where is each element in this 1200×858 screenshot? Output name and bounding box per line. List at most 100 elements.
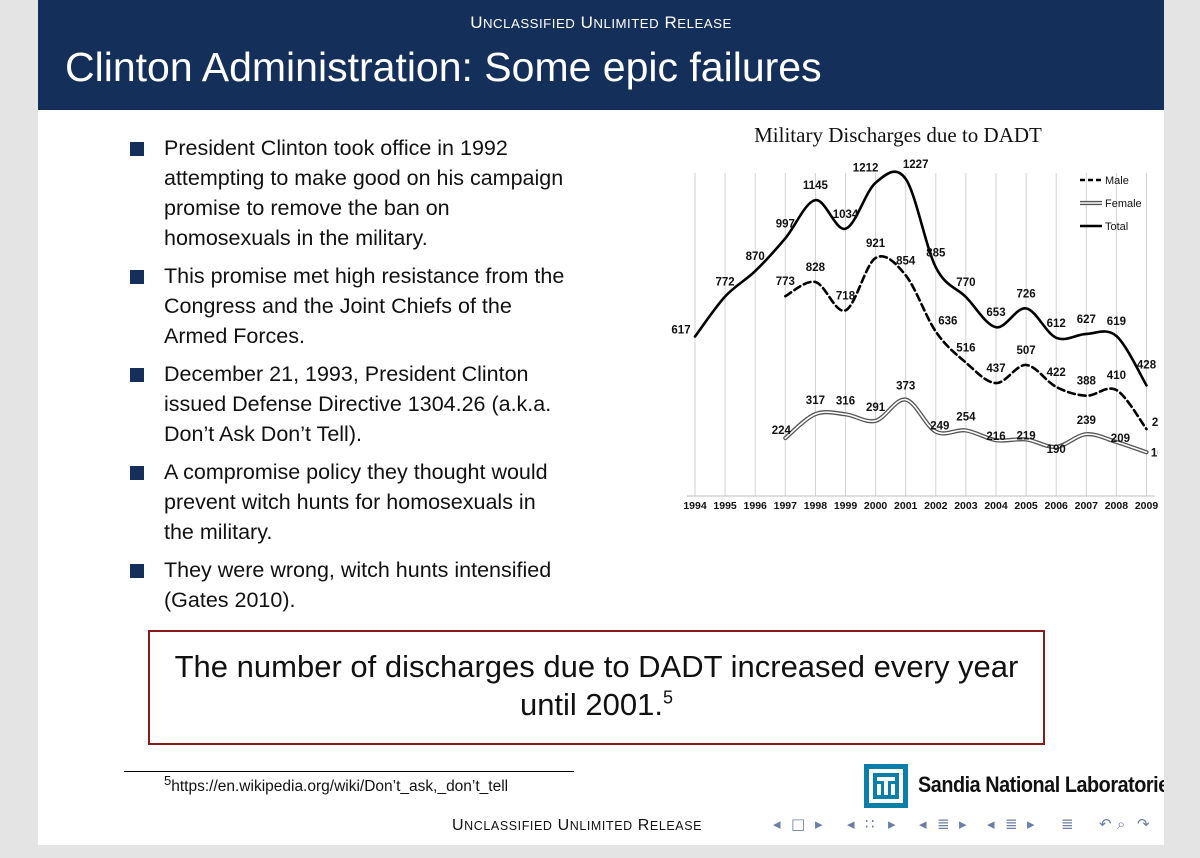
bullet-text: They were wrong, witch hunts intensified… (164, 558, 552, 612)
data-label-total-2000: 1212 (853, 163, 879, 175)
chart-title: Military Discharges due to DADT (754, 123, 1042, 147)
callout-footnote-ref[interactable]: 5 (663, 687, 674, 708)
x-tick-label-2001: 2001 (894, 500, 918, 512)
x-tick-label-2004: 2004 (984, 500, 1008, 512)
square-bullet-icon (130, 142, 144, 156)
bullet-item: A compromise policy they thought would p… (130, 457, 570, 547)
data-label-male-1997: 773 (776, 276, 795, 288)
square-bullet-icon (130, 564, 144, 578)
bullet-list: President Clinton took office in 1992 at… (130, 133, 570, 623)
data-label-total-2001: 1227 (903, 159, 929, 171)
series-line-total (693, 170, 1148, 387)
x-tick-label-1997: 1997 (774, 500, 798, 512)
nav-next-frame-icon[interactable]: ▸ (815, 815, 823, 833)
nav-prev-subsection-icon[interactable]: ◂ (847, 815, 855, 833)
footnote: 5https://en.wikipedia.org/wiki/Don’t_ask… (164, 774, 509, 796)
sandia-thunderbird-icon (864, 764, 908, 808)
data-label-male-2001: 854 (896, 255, 916, 267)
data-label-male-2003: 516 (956, 343, 975, 355)
bullet-text: A compromise policy they thought would p… (164, 460, 548, 544)
forward-icon[interactable]: ↷ (1137, 815, 1150, 833)
subsection-icon[interactable]: ∷ (865, 815, 875, 833)
data-label-female-2003: 254 (956, 411, 976, 423)
data-label-female-1998: 317 (806, 395, 825, 407)
beamer-navigation-bar: ◂ □ ▸ ◂ ∷ ▸ ◂ ≣ ▸ ◂ ≣ ▸ ≣ ↶ ⌕ ↷ (773, 815, 1163, 837)
callout-text: The number of discharges due to DADT inc… (174, 649, 1019, 722)
series-line-male (784, 255, 1148, 431)
data-label-total-1996: 870 (746, 251, 765, 263)
data-label-total-2005: 726 (1017, 288, 1036, 300)
data-label-total-1994: 617 (671, 325, 690, 337)
data-label-male-2004: 437 (986, 363, 1005, 375)
x-tick-label-2003: 2003 (954, 500, 978, 512)
nav-next-subsection-icon[interactable]: ▸ (888, 815, 896, 833)
sandia-logo: Sandia National Laboratories (864, 762, 1164, 810)
classification-banner-bottom: UNCLASSIFIED UNLIMITED RELEASE (452, 817, 703, 834)
data-label-male-2005: 507 (1017, 345, 1036, 357)
x-tick-label-2007: 2007 (1075, 500, 1099, 512)
nav-prev-frame-icon[interactable]: ◂ (773, 815, 781, 833)
frame-icon[interactable]: □ (791, 815, 806, 833)
x-tick-label-1995: 1995 (713, 500, 737, 512)
slide-title: Clinton Administration: Some epic failur… (65, 44, 822, 90)
x-tick-label-2000: 2000 (864, 500, 888, 512)
bullet-text: This promise met high resistance from th… (164, 264, 565, 348)
data-label-total-1999: 1034 (833, 209, 859, 221)
data-label-female-2009: 169 (1151, 447, 1158, 459)
square-bullet-icon (130, 466, 144, 480)
x-tick-label-2008: 2008 (1105, 500, 1129, 512)
square-bullet-icon (130, 270, 144, 284)
data-label-female-2005: 219 (1017, 430, 1036, 442)
legend-label-male: Male (1105, 175, 1129, 187)
nav-next-page-icon[interactable]: ▸ (1027, 815, 1035, 833)
x-tick-label-1999: 1999 (834, 500, 858, 512)
legend-label-total: Total (1105, 221, 1128, 233)
data-label-total-1998: 1145 (803, 180, 829, 192)
data-label-total-2008: 619 (1107, 316, 1126, 328)
data-label-male-1999: 718 (836, 290, 856, 302)
nav-next-section-icon[interactable]: ▸ (959, 815, 967, 833)
page-icon[interactable]: ≣ (1005, 815, 1018, 833)
data-label-total-2009: 428 (1137, 359, 1157, 371)
bullet-text: December 21, 1993, President Clinton iss… (164, 362, 552, 446)
slide-header: UNCLASSIFIED UNLIMITED RELEASE Clinton A… (38, 0, 1164, 110)
square-bullet-icon (130, 368, 144, 382)
data-label-female-2008: 209 (1111, 433, 1130, 445)
bullet-item: They were wrong, witch hunts intensified… (130, 555, 570, 615)
dadt-discharges-chart: Military Discharges due to DADT 1994 1995… (671, 123, 1158, 512)
data-label-female-2007: 239 (1077, 415, 1096, 427)
footnote-rule (124, 771, 574, 772)
section-icon[interactable]: ≣ (937, 815, 950, 833)
search-icon[interactable]: ⌕ (1117, 815, 1126, 833)
nav-prev-section-icon[interactable]: ◂ (919, 815, 927, 833)
nav-prev-page-icon[interactable]: ◂ (987, 815, 995, 833)
data-label-total-1995: 772 (716, 276, 735, 288)
data-label-total-2006: 612 (1047, 318, 1066, 330)
data-label-female-2002: 249 (930, 421, 949, 433)
data-label-female-2001: 373 (896, 381, 915, 393)
back-icon[interactable]: ↶ (1099, 815, 1112, 833)
data-label-female-2006: 190 (1047, 444, 1066, 456)
x-tick-label-2005: 2005 (1014, 500, 1038, 512)
data-label-male-2006: 422 (1047, 367, 1066, 379)
legend-label-female: Female (1105, 198, 1142, 210)
data-label-male-2008: 410 (1107, 370, 1126, 382)
x-tick-label-1998: 1998 (804, 500, 828, 512)
slide: UNCLASSIFIED UNLIMITED RELEASE Clinton A… (38, 0, 1164, 845)
data-label-male-2007: 388 (1077, 376, 1097, 388)
data-label-female-1999: 316 (836, 395, 855, 407)
bullet-text: President Clinton took office in 1992 at… (164, 136, 564, 250)
data-label-total-2003: 770 (956, 277, 975, 289)
data-label-female-2000: 291 (866, 402, 886, 414)
bullet-item: President Clinton took office in 1992 at… (130, 133, 570, 253)
logo-text: Sandia National Laboratories (918, 772, 1164, 797)
data-label-total-1997: 997 (776, 218, 795, 230)
callout-box: The number of discharges due to DADT inc… (148, 630, 1045, 745)
x-tick-label-1994: 1994 (683, 500, 707, 512)
outline-icon[interactable]: ≣ (1061, 815, 1074, 833)
data-label-total-2004: 653 (986, 307, 1005, 319)
bullet-item: This promise met high resistance from th… (130, 261, 570, 351)
footnote-url[interactable]: https://en.wikipedia.org/wiki/Don’t_ask,… (171, 778, 509, 795)
data-label-female-2004: 216 (986, 431, 1005, 443)
data-label-total-2007: 627 (1077, 314, 1096, 326)
